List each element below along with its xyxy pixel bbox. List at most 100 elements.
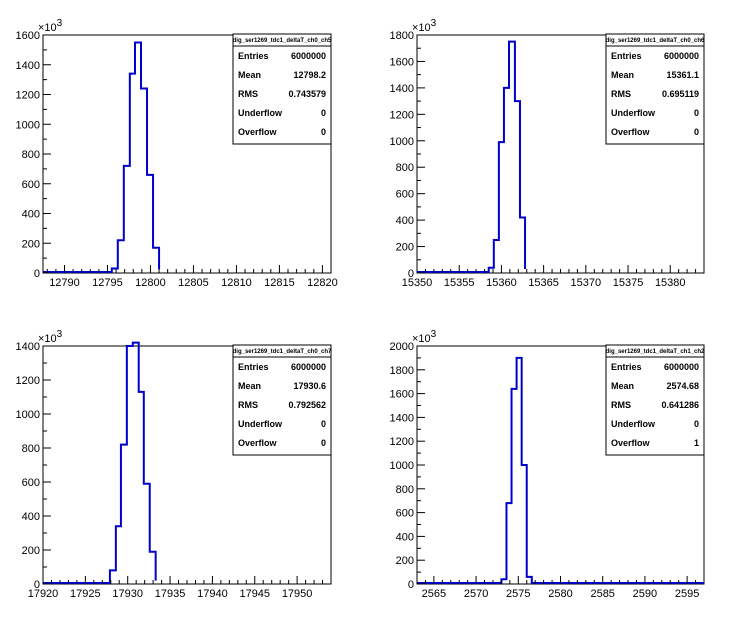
x-tick-label: 15375	[613, 277, 644, 289]
stats-label: RMS	[611, 400, 631, 410]
x-axis: 12790 12795 12800 12805 12810 12815 12820	[46, 265, 338, 289]
histogram-line	[43, 41, 161, 273]
stats-label: Mean	[238, 381, 261, 391]
stats-box-frame	[605, 33, 705, 145]
y-tick-label: 600	[396, 508, 414, 520]
y-tick-label: 1600	[390, 56, 414, 68]
stats-value: 0.792562	[288, 400, 326, 410]
y-axis: 0 200 400 600 800 1000 1200 1400	[16, 341, 51, 591]
stats-label: Entries	[238, 362, 269, 372]
x-tick-label: 15355	[444, 277, 475, 289]
stats-label: Underflow	[611, 108, 656, 118]
stats-label: Overflow	[238, 438, 278, 448]
stats-value: 6000000	[664, 362, 699, 372]
stats-box-frame	[232, 33, 332, 145]
x-tick-label: 15350	[402, 277, 433, 289]
stats-value: 6000000	[291, 362, 326, 372]
stats-label: Entries	[238, 51, 269, 61]
stats-label: Overflow	[611, 127, 651, 137]
stats-label: Mean	[238, 70, 261, 80]
x-axis: 17920 17925 17930 17935 17940 17945 17950	[28, 576, 332, 600]
x-tick-label: 17930	[112, 588, 143, 600]
stats-box: dig_ser1269_tdc1_deltaT_ch1_ch2 Entries 60…	[605, 344, 705, 456]
x-tick-label: 17950	[282, 588, 313, 600]
y-tick-label: 200	[22, 238, 40, 250]
y-tick-label: 800	[396, 484, 414, 496]
y-tick-label: 1200	[390, 109, 414, 121]
x-tick-label: 17920	[28, 588, 59, 600]
y-tick-label: 1000	[390, 460, 414, 472]
histogram-panel: 12790 12795 12800 12805 12810 12815 12820 0 200 4…	[16, 18, 338, 289]
y-tick-label: 1600	[16, 30, 40, 42]
stats-value: 17930.6	[293, 381, 326, 391]
x-tick-label: 12815	[264, 277, 295, 289]
stats-label: Underflow	[238, 108, 283, 118]
histogram-panel: 17920 17925 17930 17935 17940 17945 17950 0 200 4…	[16, 329, 333, 600]
y-tick-label: 200	[396, 242, 414, 254]
x-tick-label: 2565	[422, 588, 446, 600]
stats-box-frame	[232, 344, 332, 456]
x-tick-label: 12810	[221, 277, 252, 289]
stats-value: 0	[321, 419, 326, 429]
y-axis-multiplier: ×103	[412, 329, 437, 345]
histogram-line	[43, 341, 157, 584]
y-tick-label: 0	[34, 579, 40, 591]
stats-title: dig_ser1269_tdc1_deltaT_ch0_ch5	[233, 38, 332, 44]
y-tick-label: 200	[22, 545, 40, 557]
x-tick-label: 17945	[239, 588, 270, 600]
histogram-panel: 15350 15355 15360 15365 15370 15375 15380 0 200 4…	[390, 18, 706, 289]
y-axis: 0 200 400 600 800 1000 1200 1400 1600 1800 2000	[390, 341, 425, 591]
y-tick-label: 400	[396, 531, 414, 543]
stats-title: dig_ser1269_tdc1_deltaT_ch0_ch7	[233, 349, 332, 355]
y-tick-label: 0	[34, 268, 40, 280]
x-tick-label: 15380	[655, 277, 686, 289]
y-tick-label: 600	[22, 477, 40, 489]
x-tick-label: 2595	[675, 588, 699, 600]
x-tick-label: 12790	[49, 277, 80, 289]
x-tick-label: 2570	[464, 588, 488, 600]
stats-label: RMS	[611, 89, 631, 99]
y-tick-label: 0	[408, 579, 414, 591]
x-tick-label: 2585	[590, 588, 614, 600]
y-tick-label: 1800	[390, 30, 414, 42]
stats-value: 0.695119	[662, 89, 699, 99]
y-tick-label: 1800	[390, 365, 414, 377]
stats-label: Overflow	[611, 438, 651, 448]
y-tick-label: 1400	[16, 60, 40, 72]
x-tick-label: 17940	[197, 588, 228, 600]
y-tick-label: 1000	[16, 409, 40, 421]
y-tick-label: 600	[396, 189, 414, 201]
stats-label: RMS	[238, 89, 258, 99]
x-tick-label: 15370	[571, 277, 602, 289]
stats-label: Entries	[611, 51, 642, 61]
stats-label: Overflow	[238, 127, 278, 137]
y-tick-label: 400	[22, 209, 40, 221]
stats-box: dig_ser1269_tdc1_deltaT_ch0_ch7 Entries 60…	[232, 344, 332, 456]
y-tick-label: 1600	[390, 389, 414, 401]
stats-value: 0	[694, 108, 699, 118]
stats-value: 0.641286	[661, 400, 699, 410]
x-tick-label: 15360	[486, 277, 517, 289]
y-tick-label: 600	[22, 179, 40, 191]
x-tick-label: 12805	[178, 277, 209, 289]
stats-title: dig_ser1269_tdc1_deltaT_ch1_ch2	[606, 349, 705, 355]
stats-value: 0	[321, 108, 326, 118]
y-axis-multiplier: ×103	[412, 18, 437, 34]
stats-value: 6000000	[291, 51, 326, 61]
stats-label: Underflow	[611, 419, 656, 429]
histogram-line	[417, 40, 527, 273]
stats-box-frame	[605, 344, 705, 456]
y-tick-label: 800	[22, 149, 40, 161]
y-tick-label: 800	[22, 443, 40, 455]
x-tick-label: 12800	[135, 277, 166, 289]
stats-value: 0	[694, 127, 699, 137]
x-tick-label: 12795	[92, 277, 123, 289]
stats-box: dig_ser1269_tdc1_deltaT_ch0_ch5 Entries 60…	[232, 33, 332, 145]
stats-value: 0	[321, 127, 326, 137]
x-tick-label: 2590	[633, 588, 657, 600]
stats-value: 0	[694, 419, 699, 429]
x-axis: 2565 2570 2575 2580 2585 2590 2595	[416, 576, 705, 600]
x-axis: 15350 15355 15360 15365 15370 15375 15380	[402, 265, 705, 289]
x-tick-label: 17925	[70, 588, 101, 600]
